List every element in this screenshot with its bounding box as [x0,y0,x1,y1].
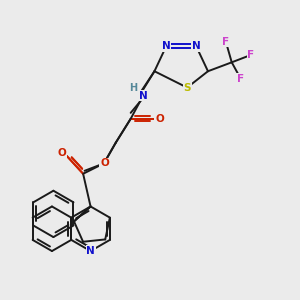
Text: N: N [139,91,148,100]
Text: N: N [162,41,171,51]
Text: O: O [58,149,67,159]
Text: F: F [248,50,255,60]
Text: H: H [129,82,137,93]
Text: N: N [86,246,95,256]
Text: H: H [129,82,137,93]
Text: F: F [222,37,230,46]
Text: O: O [100,158,109,168]
Text: O: O [57,148,66,158]
Text: N: N [192,41,200,51]
Text: S: S [183,82,191,93]
Text: N: N [139,91,148,100]
Text: F: F [237,74,244,84]
Text: O: O [154,114,163,124]
Text: O: O [155,114,164,124]
Text: O: O [100,158,108,168]
